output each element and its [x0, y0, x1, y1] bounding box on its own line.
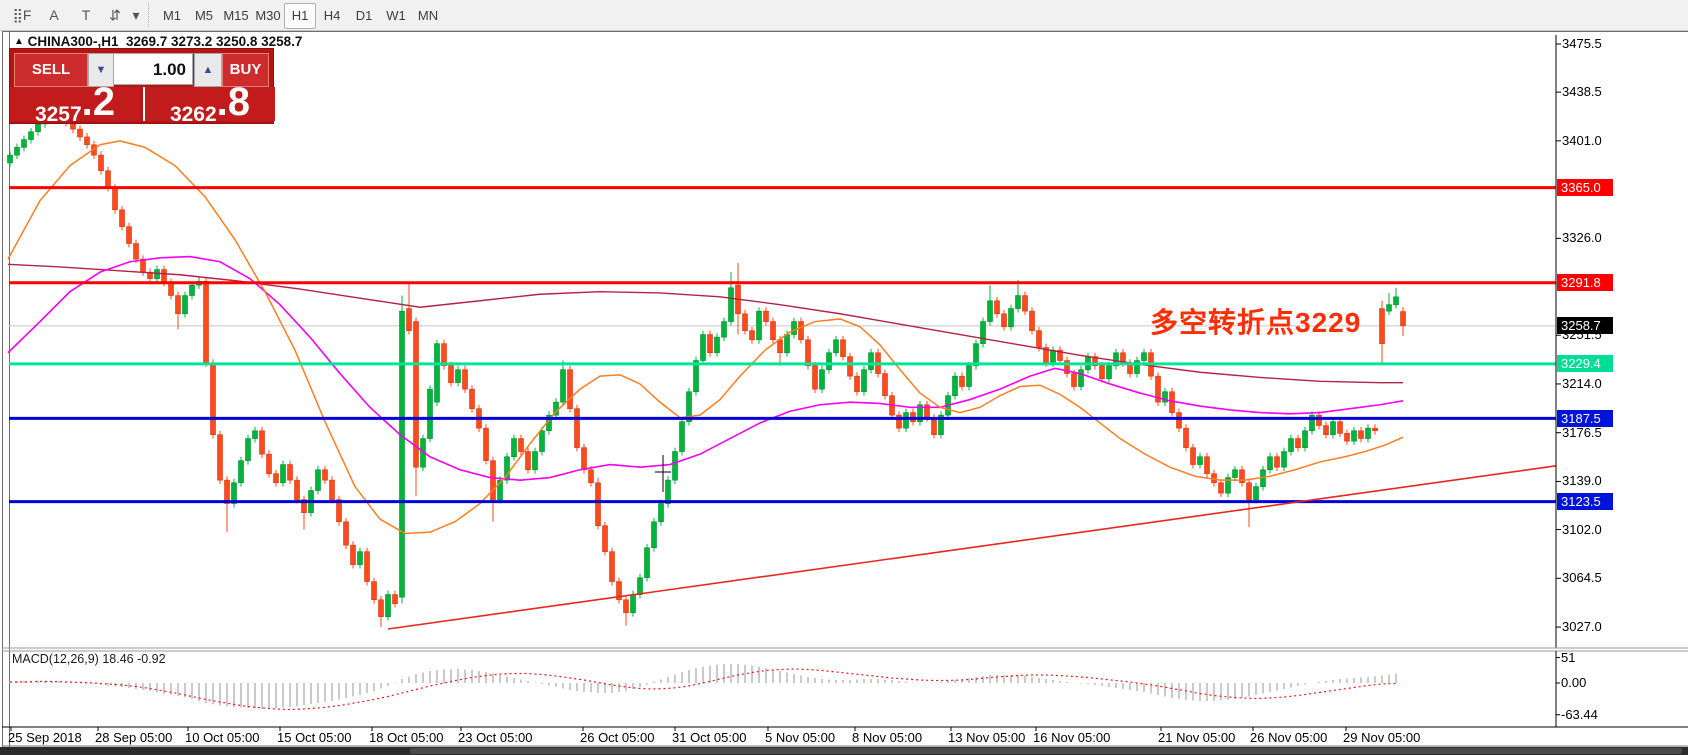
date-label: 15 Oct 05:00	[277, 730, 352, 745]
ma-slow-crimson	[7, 263, 1403, 384]
price-tick-3438.5: 3438.5	[1562, 84, 1602, 100]
sell-price-display[interactable]: 3257.2	[10, 82, 140, 126]
volume-increase-button[interactable]: ▲	[194, 53, 222, 87]
one-click-trade-panel: SELL ▼ 1.00 ▲ BUY 3257.2 3262.8	[9, 48, 275, 126]
macd-signal-line	[10, 668, 1397, 711]
date-label: 29 Nov 05:00	[1343, 730, 1421, 745]
price-tick-3139.0: 3139.0	[1562, 473, 1602, 489]
price-badge-3229.4: 3229.4	[1557, 355, 1613, 373]
price-tick-3064.5: 3064.5	[1562, 570, 1602, 586]
macd-tick-51: 51	[1561, 649, 1576, 665]
date-label: 25 Sep 2018	[8, 730, 82, 745]
timeframe-button-m15[interactable]: M15	[223, 8, 249, 23]
buy-button[interactable]: BUY	[222, 53, 269, 87]
timeframe-button-h4[interactable]: H4	[323, 8, 341, 23]
price-badge-3365.0: 3365.0	[1557, 179, 1613, 197]
timeframe-button-mn[interactable]: MN	[417, 8, 439, 23]
toolbar-separator	[148, 3, 150, 27]
price-tick-3176.5: 3176.5	[1562, 424, 1602, 440]
volume-decrease-button[interactable]: ▼	[88, 53, 114, 87]
ma-mid-magenta	[7, 255, 1404, 481]
date-label: 28 Sep 05:00	[95, 730, 173, 745]
date-label: 16 Nov 05:00	[1033, 730, 1111, 745]
price-tick-3214.0: 3214.0	[1562, 375, 1602, 391]
date-label: 10 Oct 05:00	[185, 730, 260, 745]
sell-price-main: 3257	[34, 103, 82, 126]
price-badge-3187.5: 3187.5	[1557, 409, 1613, 427]
date-label: 21 Nov 05:00	[1158, 730, 1236, 745]
timeframe-button-m5[interactable]: M5	[194, 8, 214, 23]
timeframe-button-m1[interactable]: M1	[162, 8, 182, 23]
date-label: 13 Nov 05:00	[948, 730, 1026, 745]
timeframe-button-h1[interactable]: H1	[284, 3, 316, 29]
price-badge-3291.8: 3291.8	[1557, 274, 1613, 292]
macd-values: 18.46 -0.92	[102, 652, 166, 666]
price-badge-3123.5: 3123.5	[1557, 493, 1613, 511]
cycle-arrows-icon[interactable]: ⇵	[109, 7, 121, 23]
price-tick-3027.0: 3027.0	[1562, 619, 1602, 635]
chart-title: ▲ CHINA300-,H1 3269.7 3273.2 3250.8 3258…	[14, 34, 302, 50]
buy-price-display[interactable]: 3262.8	[143, 82, 275, 126]
macd-histogram	[9, 664, 1397, 709]
text-box-icon[interactable]: T	[81, 7, 91, 23]
price-tick-3475.5: 3475.5	[1562, 36, 1602, 51]
timeframe-button-d1[interactable]: D1	[355, 8, 373, 23]
dropdown-caret-icon[interactable]: ▾	[132, 7, 140, 23]
price-tick-3102.0: 3102.0	[1562, 521, 1602, 537]
price-tick-3326.0: 3326.0	[1562, 230, 1602, 246]
bottom-scrollbar[interactable]	[0, 747, 1688, 755]
price-badge-3258.7: 3258.7	[1557, 317, 1613, 335]
chart-ohlc-values: 3269.7 3273.2 3250.8 3258.7	[125, 34, 303, 49]
text-label-icon[interactable]: A	[49, 7, 59, 23]
buy-price-frac: .8	[216, 80, 251, 124]
expand-triangle-icon[interactable]: ▲	[14, 36, 24, 47]
price-tick-3401.0: 3401.0	[1562, 132, 1602, 148]
date-label: 26 Nov 05:00	[1250, 730, 1328, 745]
cross-marker[interactable]	[655, 455, 671, 492]
chart-symbol-label: CHINA300-,H1	[27, 34, 119, 49]
sell-price-frac: .2	[81, 80, 116, 124]
buy-price-main: 3262	[169, 103, 217, 126]
window-left-border	[2, 31, 10, 747]
scrollbar-thumb[interactable]	[410, 748, 1682, 754]
date-label: 8 Nov 05:00	[852, 730, 923, 745]
volume-input[interactable]: 1.00	[113, 53, 193, 85]
macd-indicator-label: MACD(12,26,9) 18.46 -0.92	[12, 652, 166, 666]
timeframe-button-m30[interactable]: M30	[255, 8, 281, 23]
date-label: 31 Oct 05:00	[672, 730, 747, 745]
indicator-grid-icon[interactable]: ⣿F	[12, 7, 32, 23]
date-label: 23 Oct 05:00	[458, 730, 533, 745]
macd-name: MACD(12,26,9)	[12, 652, 99, 666]
date-label: 5 Nov 05:00	[765, 730, 836, 745]
macd-tick--63.44: -63.44	[1561, 706, 1598, 722]
macd-tick-0.00: 0.00	[1561, 675, 1587, 690]
sell-button[interactable]: SELL	[14, 53, 88, 87]
chart-annotation-text: 多空转折点3229	[1150, 307, 1362, 338]
top-toolbar: ⣿F A T ⇵ ▾ M1 M5 M15 M30 H1 H4 D1 W1 MN	[0, 0, 1688, 31]
timeframe-button-w1[interactable]: W1	[386, 8, 406, 23]
ascending-trendline[interactable]	[387, 465, 1557, 630]
window-top-border	[2, 31, 1688, 32]
date-label: 26 Oct 05:00	[580, 730, 655, 745]
date-label: 18 Oct 05:00	[369, 730, 444, 745]
